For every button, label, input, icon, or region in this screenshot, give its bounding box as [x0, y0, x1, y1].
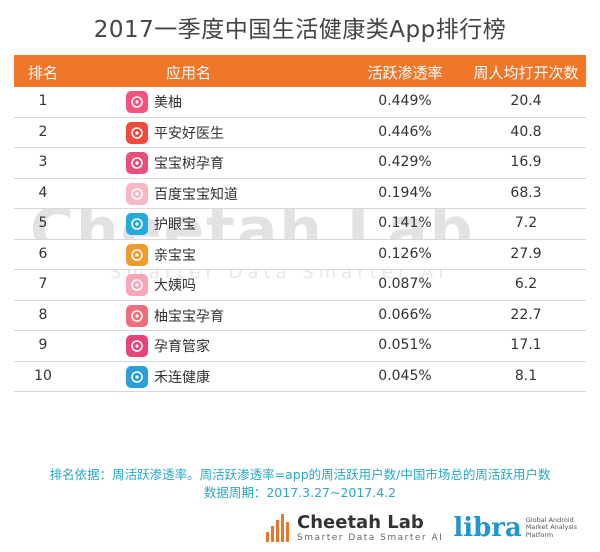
rate-cell: 0.194% — [378, 184, 432, 201]
app-cell: 孕育管家 — [126, 334, 210, 358]
rate-cell: 0.051% — [378, 337, 432, 353]
libra-logo: libra — [453, 513, 522, 543]
page-title: 2017一季度中国生活健康类App排行榜 — [93, 17, 507, 43]
helian-icon — [126, 365, 148, 388]
app-name: 护眼宝 — [154, 217, 196, 233]
note-data-period: 数据周期：2017.3.27~2017.4.2 — [203, 485, 397, 500]
youbaobao-icon — [126, 304, 148, 327]
babytree-icon — [126, 152, 148, 174]
rank-cell: 9 — [38, 337, 48, 353]
times-cell: 17.1 — [510, 337, 542, 353]
rate-cell: 0.449% — [378, 93, 432, 109]
header-times: 周人均打开次数 — [473, 64, 579, 82]
times-cell: 22.7 — [510, 306, 542, 323]
rank-cell: 3 — [38, 154, 48, 170]
times-cell: 6.2 — [514, 276, 538, 292]
app-name: 孕育管家 — [154, 339, 210, 355]
rank-cell: 6 — [38, 245, 48, 262]
app-cell: 大姨吗 — [126, 273, 196, 297]
note-ranking-basis: 排名依据：周活跃渗透率。周活跃渗透率=app的周活跃用户数/中国市场总的周活跃用… — [49, 467, 551, 482]
app-cell: 护眼宝 — [126, 212, 196, 236]
eye-icon — [126, 213, 148, 235]
app-name: 亲宝宝 — [154, 247, 196, 264]
rank-cell: 8 — [38, 306, 48, 323]
app-name: 平安好医生 — [154, 125, 224, 142]
dayima-icon — [126, 274, 148, 296]
rank-cell: 2 — [38, 123, 48, 140]
table-row: 8 柚宝宝孕育 0.066% 22.7 — [14, 300, 586, 331]
table-row: 5 护眼宝 0.141% 7.2 — [14, 209, 586, 240]
rank-cell: 10 — [34, 367, 52, 384]
table-row: 1 美柚 0.449% 20.4 — [14, 87, 586, 118]
rate-cell: 0.066% — [378, 306, 432, 323]
cheetah-tagline: Smarter Data Smarter AI — [297, 533, 444, 543]
table-row: 9 孕育管家 0.051% 17.1 — [14, 331, 586, 362]
times-cell: 68.3 — [510, 184, 542, 201]
rate-cell: 0.126% — [378, 245, 432, 262]
app-name: 禾连健康 — [154, 369, 210, 386]
app-cell: 百度宝宝知道 — [126, 182, 238, 206]
rate-cell: 0.045% — [378, 367, 432, 384]
table-body: 1 美柚 0.449% 20.4 2 平安好医生 0.446% 40.8 3 宝宝树孕育 0.429… — [14, 87, 586, 392]
times-cell: 27.9 — [510, 245, 542, 262]
app-cell: 平安好医生 — [126, 121, 224, 145]
app-cell: 亲宝宝 — [126, 243, 196, 267]
app-name: 柚宝宝孕育 — [154, 308, 224, 325]
baidu-baby-icon — [126, 182, 148, 205]
rank-cell: 7 — [38, 276, 48, 292]
cheetah-brand-name: Cheetah Lab — [297, 512, 424, 533]
rank-cell: 1 — [38, 93, 48, 109]
footer-logo: Cheetah Lab Smarter Data Smarter AI libr… — [266, 510, 586, 546]
app-name: 大姨吗 — [154, 278, 196, 294]
app-name: 百度宝宝知道 — [154, 186, 238, 203]
cheetah-bars-icon — [266, 514, 291, 542]
app-cell: 柚宝宝孕育 — [126, 304, 224, 328]
table-row: 3 宝宝树孕育 0.429% 16.9 — [14, 148, 586, 179]
table-row: 7 大姨吗 0.087% 6.2 — [14, 270, 586, 301]
header-rate: 活跃渗透率 — [367, 64, 443, 82]
app-name: 美柚 — [154, 95, 182, 111]
times-cell: 16.9 — [510, 154, 542, 170]
pingan-icon — [126, 121, 148, 144]
rate-cell: 0.141% — [378, 215, 432, 231]
app-name: 宝宝树孕育 — [154, 156, 224, 172]
header-rank: 排名 — [27, 64, 58, 82]
app-cell: 宝宝树孕育 — [126, 151, 224, 175]
app-cell: 禾连健康 — [126, 365, 210, 389]
times-cell: 7.2 — [514, 215, 538, 231]
table-row: 4 百度宝宝知道 0.194% 68.3 — [14, 178, 586, 209]
rank-cell: 4 — [38, 184, 48, 201]
yunyu-icon — [126, 335, 148, 357]
times-cell: 20.4 — [510, 93, 542, 109]
header-app: 应用名 — [166, 64, 212, 82]
libra-subtitle: Global Android Market Analysis Platform — [525, 515, 577, 539]
app-cell: 美柚 — [126, 90, 182, 114]
meiyou-icon — [126, 91, 148, 113]
rate-cell: 0.429% — [378, 154, 432, 170]
times-cell: 40.8 — [510, 123, 542, 140]
sprout-icon — [126, 243, 148, 266]
table-row: 2 平安好医生 0.446% 40.8 — [14, 117, 586, 148]
table-header: 排名 应用名 活跃渗透率 周人均打开次数 — [14, 55, 586, 87]
rate-cell: 0.087% — [378, 276, 432, 292]
rank-cell: 5 — [38, 215, 48, 231]
times-cell: 8.1 — [514, 367, 538, 384]
rate-cell: 0.446% — [378, 123, 432, 140]
cheetah-brand: Cheetah Lab Smarter Data Smarter AI — [297, 512, 444, 544]
ranking-table: 排名 应用名 活跃渗透率 周人均打开次数 1 美柚 0.449% 20.4 2 平安好医生… — [14, 55, 586, 392]
table-row: 6 亲宝宝 0.126% 27.9 — [14, 239, 586, 270]
table-row: 10 禾连健康 0.045% 8.1 — [14, 361, 586, 392]
